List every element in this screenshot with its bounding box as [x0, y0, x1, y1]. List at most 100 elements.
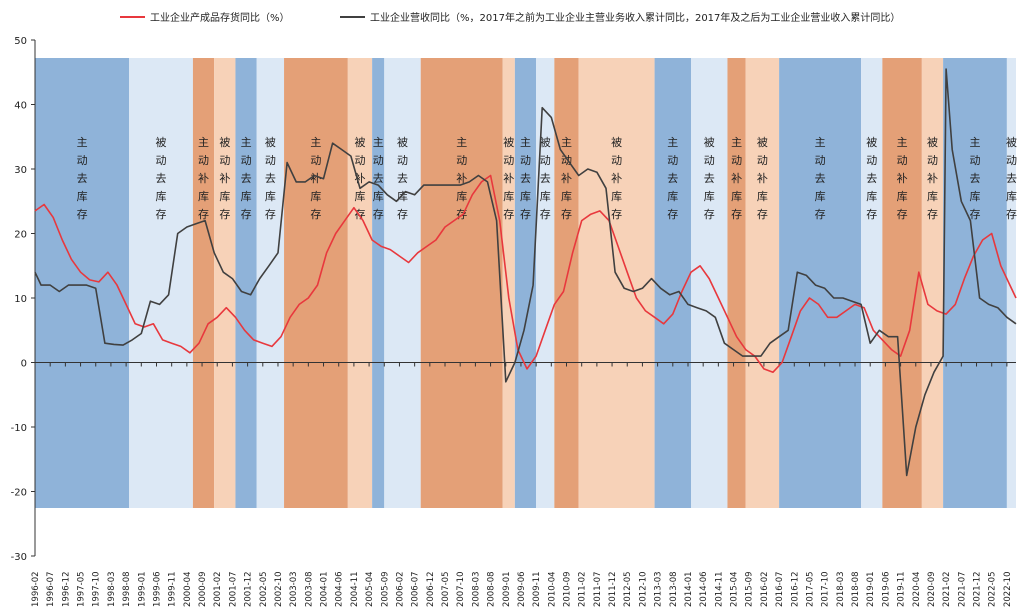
series-line-1: [34, 68, 1017, 477]
band-4: [235, 58, 257, 508]
x-tick-label-20: 2004-06: [335, 571, 345, 607]
band-3: [214, 58, 236, 508]
x-tick-label-30: 2008-08: [487, 571, 497, 607]
x-tick-label-60: 2021-02: [942, 571, 952, 607]
x-tick-label-38: 2011-12: [608, 571, 618, 607]
x-tick-label-3: 1997-05: [77, 571, 87, 607]
x-tick-label-42: 2013-08: [669, 571, 679, 607]
x-tick-label-54: 2018-08: [851, 571, 861, 607]
x-tick-label-45: 2014-11: [714, 571, 724, 607]
x-tick-label-58: 2020-04: [912, 571, 922, 607]
x-tick-label-52: 2017-10: [821, 571, 831, 607]
x-tick-label-5: 1998-03: [107, 571, 117, 607]
x-tick-label-6: 1998-08: [122, 571, 132, 607]
x-tick-label-17: 2003-03: [289, 571, 299, 607]
x-tick-label-16: 2002-10: [274, 571, 284, 607]
band-label-14: 主动补库存: [561, 136, 572, 221]
band-label-6: 主动补库存: [310, 136, 321, 221]
x-tick-label-36: 2011-02: [578, 571, 588, 607]
band-19: [745, 58, 780, 508]
x-tick-label-43: 2014-01: [684, 571, 694, 607]
band-12: [514, 58, 537, 508]
band-label-15: 被动补库存: [611, 136, 622, 221]
x-tick-label-34: 2010-04: [547, 571, 557, 607]
band-label-3: 被动补库存: [219, 136, 230, 221]
band-label-21: 被动去库存: [866, 136, 877, 221]
band-label-10: 主动补库存: [456, 136, 467, 221]
y-tick-label-6: 30: [14, 165, 27, 176]
x-tick-label-40: 2012-10: [638, 571, 648, 607]
band-11: [502, 58, 515, 508]
band-24: [943, 58, 1007, 508]
band-label-19: 被动补库存: [757, 136, 768, 221]
x-tick-label-35: 2010-09: [563, 571, 573, 607]
band-label-23: 被动补库存: [927, 136, 938, 221]
legend-label-revenue: 工业企业营收同比（%，2017年之前为工业企业主营业务收入累计同比，2017年及…: [370, 11, 900, 24]
band-label-17: 被动去库存: [704, 136, 715, 221]
x-tick-label-11: 2000-09: [198, 571, 208, 607]
x-tick-label-14: 2001-12: [244, 571, 254, 607]
x-tick-label-23: 2005-09: [380, 571, 390, 607]
band-label-1: 被动去库存: [156, 136, 167, 221]
y-tick-label-0: -30: [11, 552, 27, 563]
band-9: [384, 58, 421, 508]
x-tick-label-44: 2014-06: [699, 571, 709, 607]
x-tick-label-59: 2020-09: [927, 571, 937, 607]
x-tick-label-24: 2006-02: [395, 571, 405, 607]
x-tick-label-57: 2019-11: [897, 571, 907, 607]
x-tick-label-47: 2015-09: [745, 571, 755, 607]
y-tick-label-8: 50: [14, 36, 27, 47]
x-tick-label-4: 1997-10: [92, 571, 102, 607]
band-10: [420, 58, 503, 508]
series-lines: [34, 68, 1017, 477]
x-tick-label-25: 2006-07: [411, 571, 421, 607]
y-tick-label-3: 0: [21, 359, 27, 370]
band-labels: 主动去库存被动去库存主动补库存被动补库存主动去库存被动去库存主动补库存被动补库存…: [77, 136, 1017, 221]
x-tick-label-39: 2012-05: [623, 571, 633, 607]
x-tick-label-29: 2008-03: [471, 571, 481, 607]
band-label-9: 被动去库存: [397, 136, 408, 221]
x-tick-label-53: 2018-03: [836, 571, 846, 607]
band-17: [691, 58, 728, 508]
x-tick-label-8: 1999-06: [152, 571, 162, 607]
band-label-12: 主动去库存: [520, 136, 531, 221]
band-18: [727, 58, 746, 508]
band-0: [35, 58, 130, 508]
x-tick-label-7: 1999-01: [137, 571, 147, 607]
axes: -30 -20 -10 0 10 20 30 40 50 1996-02 1996-07 1996-1…: [11, 36, 1016, 607]
y-tick-label-7: 40: [14, 101, 27, 112]
x-tick-label-37: 2011-07: [593, 571, 603, 607]
x-tick-label-62: 2021-12: [973, 571, 983, 607]
x-tick-label-41: 2013-03: [654, 571, 664, 607]
x-tick-label-50: 2016-12: [790, 571, 800, 607]
x-tick-label-13: 2001-07: [228, 571, 238, 607]
legend: 工业企业产成品存货同比（%） 工业企业营收同比（%，2017年之前为工业企业主营…: [120, 11, 900, 24]
band-label-25: 被动去库存: [1006, 136, 1017, 221]
x-tick-label-46: 2015-04: [730, 571, 740, 607]
band-label-13: 被动去库存: [540, 136, 551, 221]
band-21: [861, 58, 883, 508]
band-label-16: 主动去库存: [667, 136, 678, 221]
x-tick-label-27: 2007-05: [441, 571, 451, 607]
band-label-2: 主动补库存: [198, 136, 209, 221]
band-5: [256, 58, 285, 508]
x-tick-label-18: 2003-08: [304, 571, 314, 607]
band-16: [654, 58, 692, 508]
x-tick-label-15: 2002-05: [259, 571, 269, 607]
band-label-4: 主动去库存: [241, 136, 252, 221]
x-tick-label-49: 2016-07: [775, 571, 785, 607]
band-label-24: 主动去库存: [969, 136, 980, 221]
x-tick-label-56: 2019-06: [881, 571, 891, 607]
series-line-0: [34, 174, 1017, 374]
x-tick-label-2: 1996-12: [61, 571, 71, 607]
band-label-22: 主动补库存: [897, 136, 908, 221]
band-23: [921, 58, 944, 508]
band-22: [882, 58, 922, 508]
band-label-5: 被动去库存: [265, 136, 276, 221]
x-tick-label-1: 1996-07: [46, 571, 56, 607]
y-tick-label-5: 20: [14, 230, 27, 241]
band-label-7: 被动补库存: [354, 136, 365, 221]
x-tick-label-0: 1996-02: [31, 571, 41, 607]
x-tick-label-9: 1999-11: [168, 571, 178, 607]
